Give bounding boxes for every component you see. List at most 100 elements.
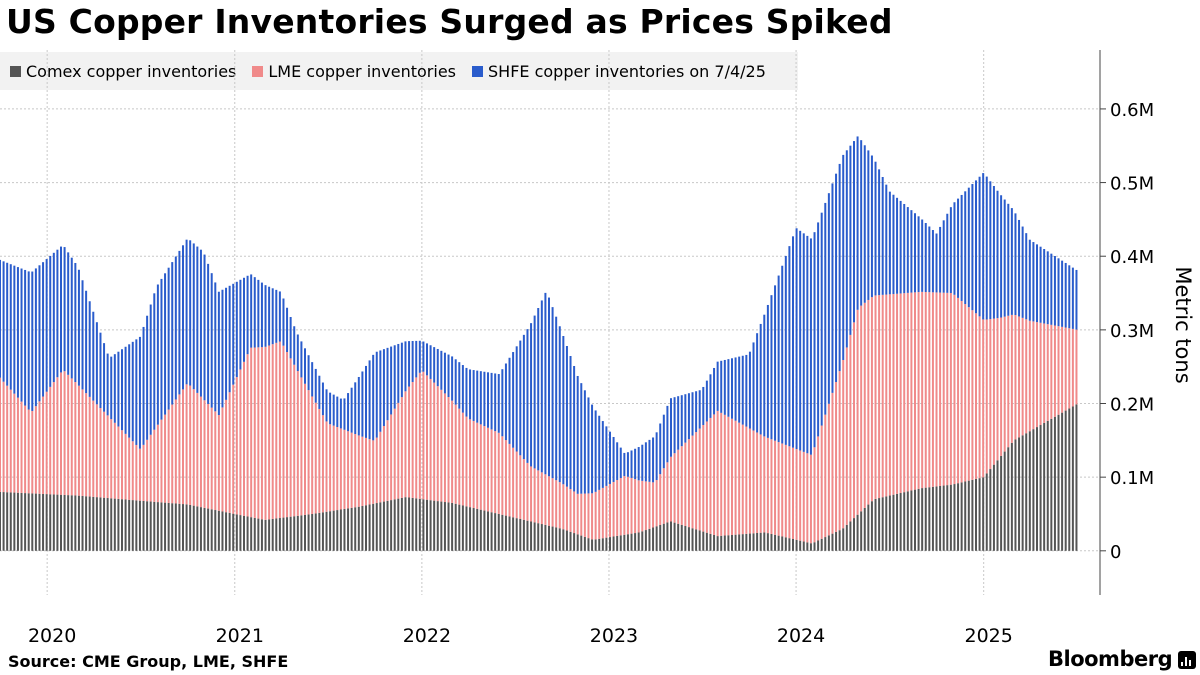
bar-lme	[910, 292, 913, 491]
bar-shfe	[860, 140, 863, 306]
bar-comex	[974, 478, 977, 551]
bar-comex	[34, 493, 37, 551]
bar-shfe	[644, 442, 647, 482]
bar-lme	[24, 405, 27, 494]
bar-comex	[393, 499, 396, 551]
bar-comex	[924, 487, 927, 551]
bar-comex	[1071, 406, 1074, 551]
bar-lme	[99, 408, 102, 498]
bar-comex	[885, 496, 888, 551]
bar-shfe	[164, 273, 167, 415]
bar-shfe	[361, 371, 364, 437]
bar-shfe	[303, 348, 306, 384]
bar-shfe	[838, 163, 841, 372]
bar-comex	[95, 497, 98, 551]
bar-shfe	[124, 346, 127, 434]
bar-lme	[339, 428, 342, 510]
bar-shfe	[763, 314, 766, 437]
bar-comex	[275, 518, 278, 551]
bar-lme	[458, 408, 461, 505]
bar-comex	[357, 506, 360, 551]
bar-shfe	[824, 202, 827, 415]
bar-shfe	[156, 284, 159, 425]
bar-lme	[393, 408, 396, 500]
bar-lme	[45, 391, 48, 495]
bar-lme	[164, 414, 167, 503]
bar-lme	[56, 377, 59, 495]
bar-comex	[1018, 437, 1021, 551]
bar-comex	[242, 515, 245, 551]
bar-shfe	[246, 275, 249, 355]
bar-shfe	[641, 444, 644, 481]
bar-shfe	[225, 287, 228, 400]
bar-comex	[192, 505, 195, 551]
bar-lme	[1053, 325, 1056, 417]
bar-lme	[985, 319, 988, 474]
bar-lme	[913, 292, 916, 490]
bar-shfe	[501, 369, 504, 437]
bar-lme	[623, 476, 626, 535]
bar-lme	[171, 404, 174, 504]
bar-comex	[494, 513, 497, 551]
bar-shfe	[235, 281, 238, 378]
bar-comex	[408, 497, 411, 551]
bar-comex	[939, 485, 942, 551]
bar-lme	[59, 372, 62, 495]
bar-comex	[784, 537, 787, 551]
bar-lme	[174, 399, 177, 504]
bar-shfe	[1068, 265, 1071, 329]
bar-comex	[978, 478, 981, 551]
bar-lme	[181, 389, 184, 505]
bar-shfe	[820, 212, 823, 426]
bar-lme	[630, 477, 633, 534]
bar-lme	[759, 434, 762, 533]
bar-lme	[415, 377, 418, 499]
bar-lme	[519, 455, 522, 519]
bar-comex	[838, 530, 841, 551]
bar-comex	[580, 535, 583, 551]
bar-lme	[303, 383, 306, 515]
bar-shfe	[1007, 203, 1010, 316]
bar-lme	[293, 364, 296, 517]
bar-lme	[666, 462, 669, 523]
bar-shfe	[673, 397, 676, 454]
bar-lme	[777, 442, 780, 536]
bar-comex	[1007, 447, 1010, 551]
bar-comex	[469, 507, 472, 551]
bar-shfe	[350, 387, 353, 433]
bar-shfe	[120, 349, 123, 431]
bar-comex	[817, 540, 820, 551]
bar-shfe	[1021, 226, 1024, 318]
bar-shfe	[314, 368, 317, 403]
bar-lme	[156, 424, 159, 503]
bar-comex	[720, 535, 723, 551]
bar-shfe	[727, 359, 730, 417]
bar-comex	[458, 504, 461, 551]
bar-shfe	[885, 184, 888, 295]
bar-lme	[677, 449, 680, 524]
bar-lme	[38, 401, 41, 494]
bar-shfe	[996, 190, 999, 319]
bar-shfe	[903, 203, 906, 294]
brand-logo: Bloomberg	[1048, 647, 1173, 671]
bar-lme	[77, 385, 80, 496]
bar-comex	[31, 493, 34, 551]
bar-comex	[964, 481, 967, 551]
bar-comex	[199, 507, 202, 551]
bar-comex	[185, 504, 188, 551]
bar-lme	[957, 297, 960, 484]
bar-comex	[562, 529, 565, 551]
bar-comex	[321, 512, 324, 551]
bar-comex	[583, 536, 586, 551]
bar-comex	[418, 498, 421, 551]
bar-shfe	[443, 352, 446, 394]
bar-shfe	[99, 332, 102, 409]
bar-lme	[465, 416, 468, 507]
bar-lme	[336, 427, 339, 511]
bar-shfe	[691, 392, 694, 436]
bar-lme	[242, 361, 245, 516]
bar-comex	[332, 510, 335, 551]
bar-lme	[368, 439, 371, 505]
bar-comex	[863, 507, 866, 551]
bar-comex	[178, 503, 181, 551]
